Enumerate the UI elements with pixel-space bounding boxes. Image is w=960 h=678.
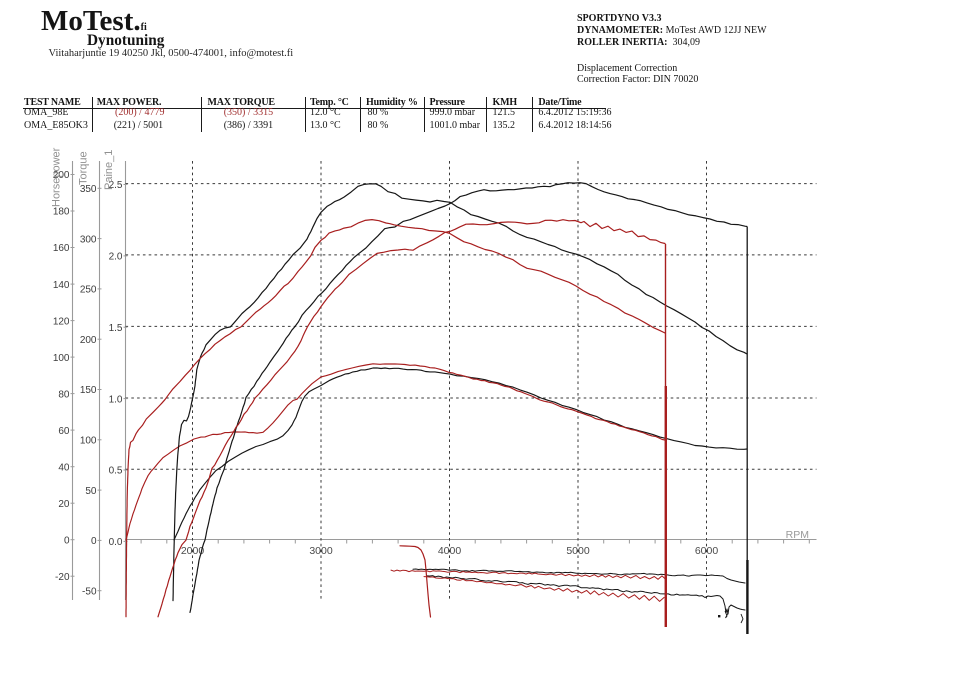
svg-text:20: 20 (58, 499, 70, 510)
svg-text:350: 350 (80, 184, 97, 195)
svg-text:140: 140 (53, 280, 70, 291)
svg-text:-20: -20 (55, 572, 70, 583)
svg-text:50: 50 (85, 486, 97, 497)
svg-text:40: 40 (58, 462, 70, 473)
svg-text:0: 0 (64, 535, 70, 546)
svg-text:0.0: 0.0 (109, 537, 123, 548)
svg-text:2.0: 2.0 (109, 252, 123, 263)
svg-text:120: 120 (53, 316, 70, 327)
svg-text:200: 200 (80, 335, 97, 346)
svg-text:Horsepower: Horsepower (51, 147, 63, 207)
svg-text:RPM: RPM (786, 529, 809, 541)
svg-text:60: 60 (58, 426, 70, 437)
svg-text:80: 80 (58, 389, 70, 400)
svg-text:180: 180 (53, 207, 70, 218)
svg-text:6000: 6000 (695, 545, 719, 557)
svg-text:1.5: 1.5 (109, 323, 123, 334)
svg-text:200: 200 (53, 170, 70, 181)
svg-text:3000: 3000 (309, 545, 333, 557)
svg-text:2000: 2000 (181, 545, 205, 557)
svg-text:4000: 4000 (438, 545, 462, 557)
svg-text:5000: 5000 (566, 545, 590, 557)
svg-text:2.5: 2.5 (109, 180, 123, 191)
svg-text:250: 250 (80, 285, 97, 296)
svg-text:Torque: Torque (78, 151, 90, 185)
svg-text:100: 100 (80, 436, 97, 447)
svg-text:Paine_1: Paine_1 (103, 150, 115, 190)
svg-text:0: 0 (91, 536, 97, 547)
svg-text:150: 150 (80, 385, 97, 396)
svg-text:-50: -50 (82, 586, 97, 597)
svg-text:1.0: 1.0 (109, 394, 123, 405)
svg-text:160: 160 (53, 243, 70, 254)
svg-text:300: 300 (80, 234, 97, 245)
svg-text:100: 100 (53, 353, 70, 364)
svg-text:0.5: 0.5 (109, 466, 123, 477)
